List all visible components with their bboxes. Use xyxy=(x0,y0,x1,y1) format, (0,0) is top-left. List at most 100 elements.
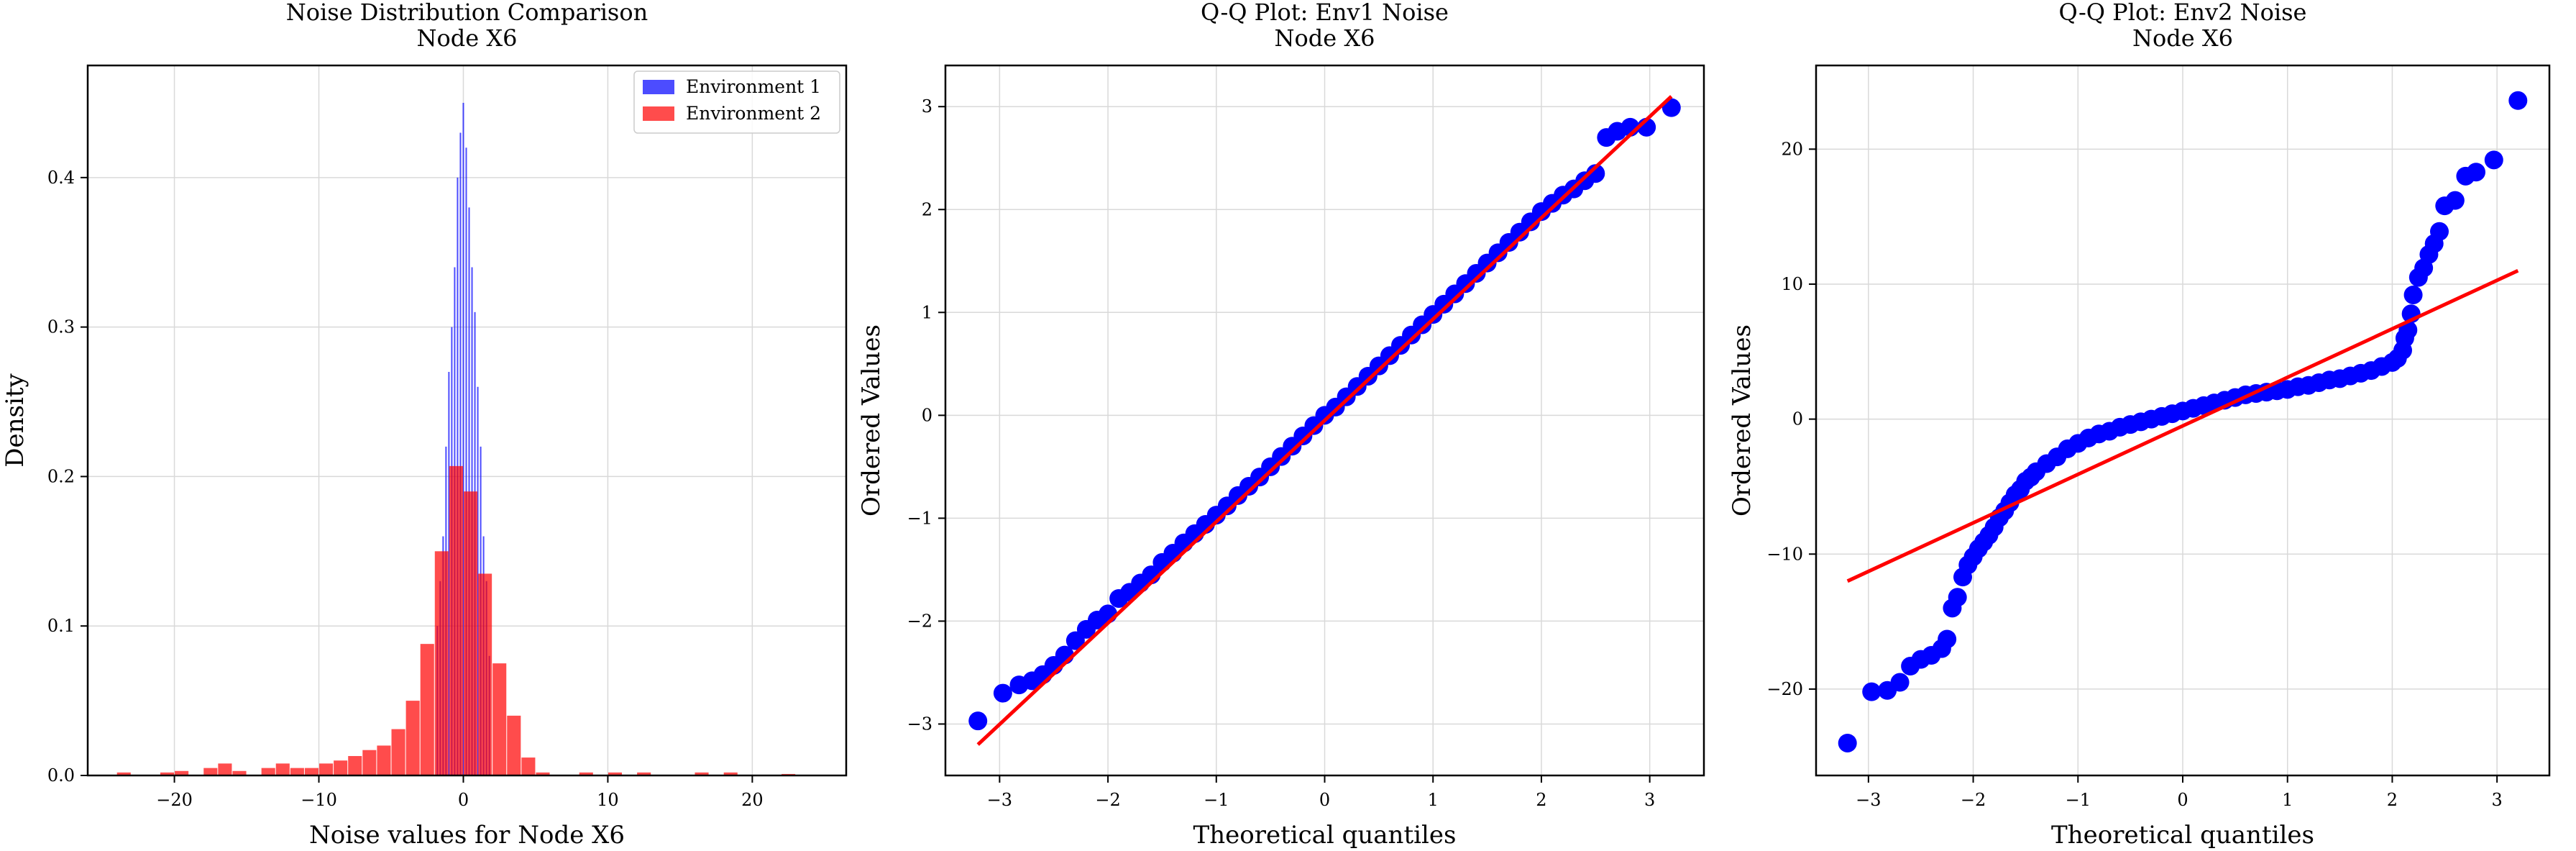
histogram-bar xyxy=(275,763,290,775)
subplot-subtitle: Node X6 xyxy=(417,24,518,52)
y-tick-label: 0.1 xyxy=(47,616,75,636)
x-tick-label: 0 xyxy=(1319,790,1330,810)
y-tick-label: 0 xyxy=(922,405,932,425)
histogram-bar xyxy=(723,772,738,775)
x-tick-label: 2 xyxy=(1536,790,1546,810)
histogram-bar xyxy=(462,102,464,775)
x-tick-label: −1 xyxy=(2066,790,2091,810)
fit-line xyxy=(976,95,1673,746)
legend-label: Environment 1 xyxy=(686,76,821,97)
legend-swatch xyxy=(643,106,674,121)
qq-point xyxy=(993,683,1012,703)
histogram-bar xyxy=(637,772,651,775)
y-tick-label: 3 xyxy=(922,96,932,117)
histogram-bar xyxy=(319,763,334,775)
x-tick-label: 20 xyxy=(741,790,764,810)
histogram-bar xyxy=(468,207,470,775)
x-tick-label: −2 xyxy=(1961,790,1986,810)
series-environment-2 xyxy=(116,465,796,775)
y-tick-label: 0.4 xyxy=(47,168,75,188)
y-tick-label: 0.3 xyxy=(47,317,75,337)
subplot-title: Q-Q Plot: Env1 Noise xyxy=(1201,0,1449,26)
qq-point xyxy=(1948,588,1967,607)
plot-area xyxy=(968,95,1681,746)
x-tick-label: 1 xyxy=(2282,790,2293,810)
histogram-bar xyxy=(463,491,478,775)
plot-area xyxy=(116,102,796,775)
plot-area xyxy=(1838,91,2528,752)
subplot-1: −20 −10 0 10 20 0.0 0.1 0.2 0.3 0.4 Noise Distribu… xyxy=(1,0,848,850)
histogram-bar xyxy=(459,132,462,775)
histogram-bar xyxy=(261,768,275,775)
histogram-bar xyxy=(160,772,175,775)
y-tick-label: 0 xyxy=(1792,409,1803,429)
x-axis-label: Theoretical quantiles xyxy=(1193,821,1457,850)
histogram-bar xyxy=(492,663,507,775)
y-tick-label: −10 xyxy=(1766,544,1803,564)
x-tick-label: −10 xyxy=(301,790,337,810)
qq-point xyxy=(2508,91,2528,110)
histogram-bar xyxy=(434,551,449,775)
legend-swatch xyxy=(643,80,674,94)
axes-frame xyxy=(86,64,848,777)
histogram-bar xyxy=(536,772,550,775)
x-axis-label: Noise values for Node X6 xyxy=(309,821,625,850)
histogram-bar xyxy=(449,465,463,775)
x-tick-label: −1 xyxy=(1204,790,1229,810)
histogram-bar xyxy=(608,772,623,775)
legend: Environment 1 Environment 2 xyxy=(633,70,840,134)
y-axis-label: Density xyxy=(1,373,29,467)
histogram-bar xyxy=(290,768,304,775)
qq-points xyxy=(1838,91,2528,752)
histogram-bar xyxy=(477,386,479,775)
histogram-bar xyxy=(695,772,709,775)
histogram-bar xyxy=(362,750,377,775)
y-tick-label: 10 xyxy=(1781,274,1803,294)
y-axis-label: Ordered Values xyxy=(857,324,886,516)
histogram-bar xyxy=(448,371,450,775)
histogram-bar xyxy=(405,701,420,775)
qq-point xyxy=(2403,285,2423,304)
x-tick-label: 0 xyxy=(2177,790,2188,810)
y-tick-label: −1 xyxy=(907,508,932,528)
histogram-bar xyxy=(232,770,247,775)
histogram-bar xyxy=(304,768,319,775)
histogram-bar xyxy=(116,772,131,775)
x-tick-label: −3 xyxy=(987,790,1012,810)
subplot-title: Q-Q Plot: Env2 Noise xyxy=(2059,0,2307,26)
subplot-2: −3 −2 −1 0 1 2 3 −3 −2 −1 0 1 2 3 Q-Q Plot: Env1 Noise… xyxy=(857,0,1705,850)
y-tick-label: 20 xyxy=(1781,139,1803,159)
y-tick-label: 2 xyxy=(922,199,932,219)
histogram-bar xyxy=(334,760,348,775)
y-tick-label: −2 xyxy=(907,611,932,631)
x-tick-label: −2 xyxy=(1095,790,1120,810)
y-tick-label: −20 xyxy=(1766,679,1803,699)
qq-point xyxy=(1586,164,1605,183)
subplot-title: Noise Distribution Comparison xyxy=(286,0,648,26)
qq-point xyxy=(2484,150,2503,170)
y-axis-label: Ordered Values xyxy=(1728,324,1756,516)
qq-point xyxy=(2445,191,2465,210)
qq-point xyxy=(2430,222,2449,241)
x-tick-label: 3 xyxy=(2492,790,2503,810)
histogram-bar xyxy=(420,644,434,775)
y-tick-label: 0.0 xyxy=(47,765,75,786)
qq-point xyxy=(1862,682,1881,701)
qq-point xyxy=(968,711,988,731)
histogram-bar xyxy=(465,147,467,775)
histogram-bar xyxy=(478,573,492,775)
fit-line xyxy=(1846,268,2519,583)
x-tick-label: 2 xyxy=(2387,790,2398,810)
histogram-bar xyxy=(507,715,521,775)
qq-point xyxy=(1938,629,1957,649)
histogram-bar xyxy=(391,729,405,775)
subplot-subtitle: Node X6 xyxy=(1275,24,1375,52)
x-tick-label: 10 xyxy=(597,790,619,810)
x-tick-label: 0 xyxy=(458,790,469,810)
histogram-bar xyxy=(521,757,536,775)
histogram-bar xyxy=(348,755,362,775)
x-tick-label: 3 xyxy=(1644,790,1655,810)
legend-box xyxy=(633,70,840,134)
histogram-bar xyxy=(377,745,391,775)
qq-point xyxy=(1890,673,1910,692)
